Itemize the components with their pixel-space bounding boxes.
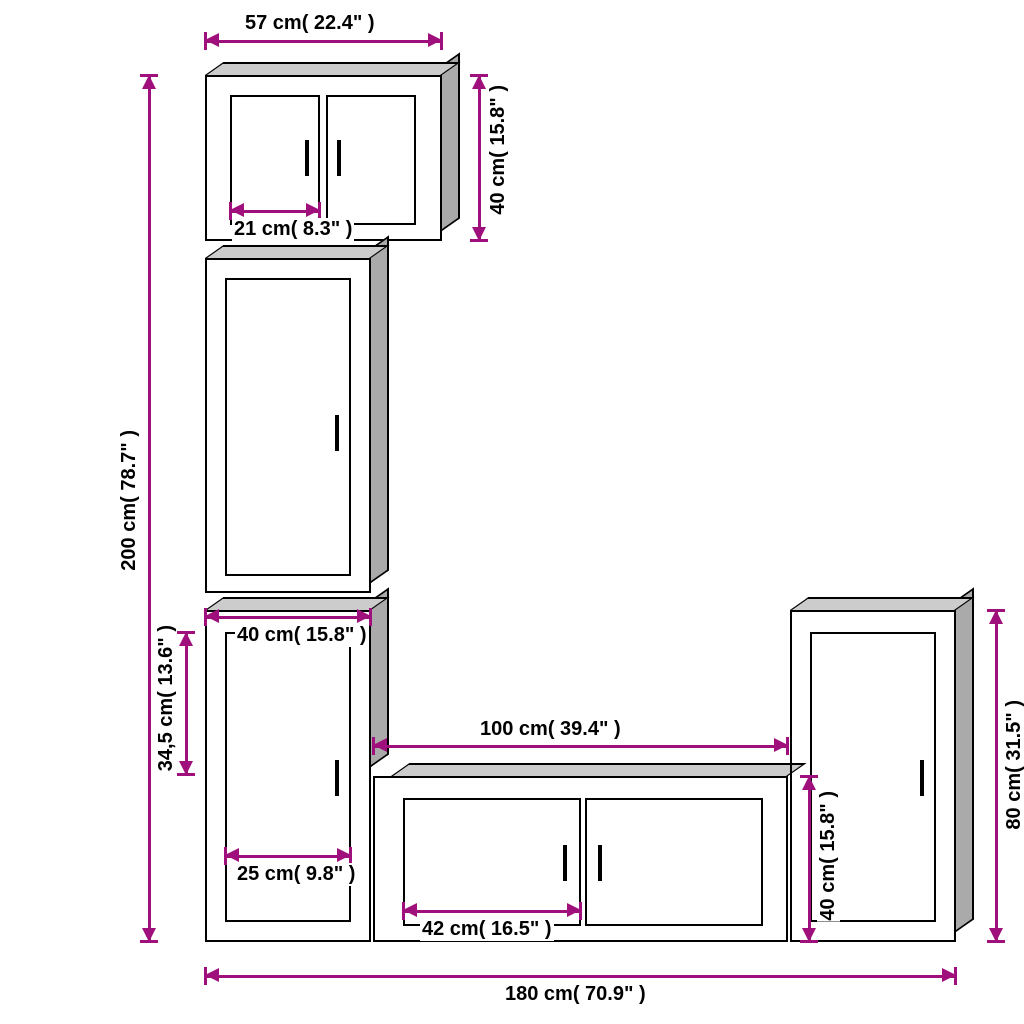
dim-center-h-line <box>808 776 811 942</box>
dim-100-line <box>373 745 788 748</box>
dim-42: 42 cm( 16.5" ) <box>420 918 554 941</box>
dim-100: 100 cm( 39.4" ) <box>480 718 621 741</box>
center-handle-l <box>563 845 567 881</box>
dim-80-line <box>995 610 998 942</box>
dim-total-height-line <box>148 75 151 942</box>
dim-depth-line <box>205 616 371 619</box>
dim-345: 34,5 cm( 13.6" ) <box>155 625 178 771</box>
dim-180: 180 cm( 70.9" ) <box>505 983 646 1006</box>
dim-180-line <box>205 975 956 978</box>
tall-cabinet-side <box>371 235 389 583</box>
dim-top-height: 40 cm( 15.8" ) <box>487 85 510 215</box>
dim-depth: 40 cm( 15.8" ) <box>235 624 369 647</box>
tall-cabinet-door <box>225 278 351 576</box>
dim-door-top: 21 cm( 8.3" ) <box>232 218 354 241</box>
dim-center-h: 40 cm( 15.8" ) <box>817 790 840 922</box>
right-cabinet-top <box>790 597 975 610</box>
lowleft-door-handle <box>335 760 339 796</box>
dim-80: 80 cm( 31.5" ) <box>1003 700 1024 830</box>
top-cabinet-top <box>205 62 461 75</box>
tall-door-handle <box>335 415 339 451</box>
top-door-handle-l <box>305 140 309 176</box>
dim-345-line <box>185 632 188 775</box>
dim-top-width-line <box>205 40 442 43</box>
dim-25-line <box>225 855 351 858</box>
center-cabinet-top <box>391 763 807 776</box>
center-door-left <box>403 798 581 926</box>
dim-top-height-line <box>478 75 481 241</box>
right-cabinet-side <box>956 587 974 932</box>
center-door-right <box>585 798 763 926</box>
tall-cabinet-top <box>205 245 390 258</box>
dim-42-line <box>403 910 581 913</box>
top-door-handle-r <box>337 140 341 176</box>
top-cabinet-side <box>442 52 460 231</box>
dim-total-height: 200 cm( 78.7" ) <box>118 430 141 571</box>
dim-25: 25 cm( 9.8" ) <box>235 863 357 886</box>
right-door-handle <box>920 760 924 796</box>
center-handle-r <box>598 845 602 881</box>
dim-top-width: 57 cm( 22.4" ) <box>245 12 375 35</box>
